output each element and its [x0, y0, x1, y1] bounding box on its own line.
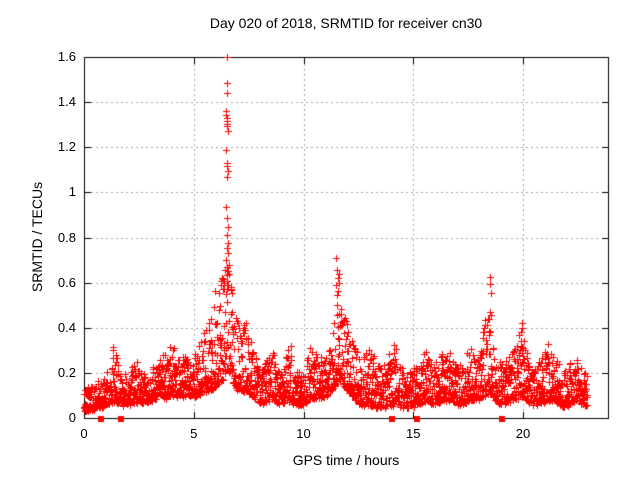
x-tick-label: 0 [80, 426, 88, 441]
x-axis-label: GPS time / hours [292, 452, 400, 468]
y-tick-label: 1.4 [57, 94, 76, 110]
y-tick-label: 0.4 [57, 319, 76, 335]
x-tick-label: 20 [515, 426, 531, 441]
y-tick-label: 1.6 [57, 49, 76, 64]
y-tick-label: 0 [68, 410, 76, 425]
y-tick-label: 0.8 [57, 229, 76, 245]
y-tick-label: 0.2 [57, 364, 76, 380]
chart-title: Day 020 of 2018, SRMTID for receiver cn3… [209, 15, 483, 31]
x-tick-label: 5 [190, 426, 198, 441]
y-tick-label: 1 [68, 184, 76, 200]
y-tick-label: 0.6 [57, 274, 76, 290]
y-tick-label: 1.2 [57, 139, 76, 155]
x-tick-label: 10 [296, 426, 311, 441]
x-tick-label: 15 [406, 426, 421, 441]
